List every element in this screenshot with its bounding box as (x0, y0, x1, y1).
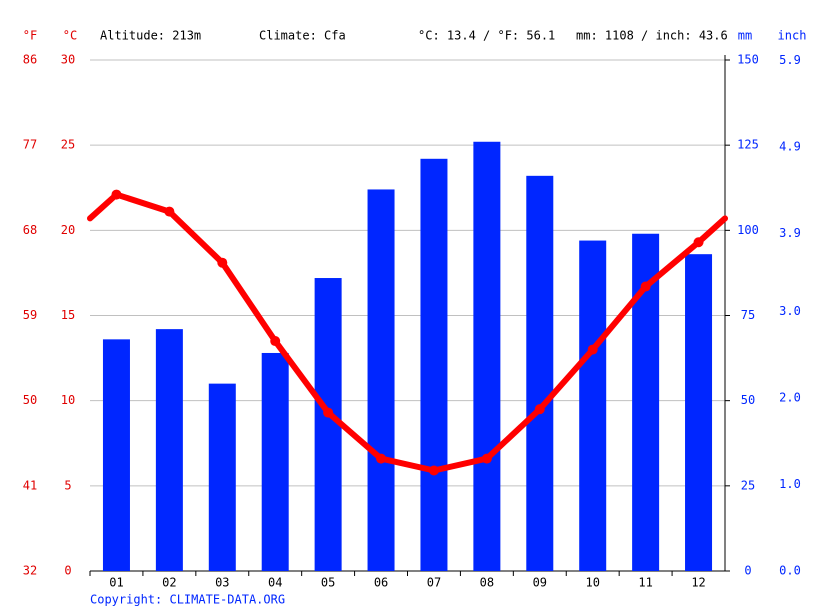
axis-unit: °C (63, 29, 77, 43)
bar (314, 278, 342, 571)
y-tick-label: 5.9 (779, 53, 801, 67)
axis-unit: mm (738, 29, 752, 43)
line-wrap (695, 215, 728, 246)
y-tick-label: 4.9 (779, 140, 801, 154)
y-tick-label: 10 (61, 393, 75, 407)
bar (208, 383, 236, 571)
bar (526, 175, 554, 571)
bar (420, 158, 448, 571)
point (217, 257, 228, 268)
copyright: Copyright: CLIMATE-DATA.ORG (90, 593, 285, 607)
point (693, 237, 704, 248)
y-tick-label: 100 (737, 223, 759, 237)
bar (473, 141, 501, 571)
line-wrap (87, 191, 120, 222)
y-tick-label: 75 (741, 308, 755, 322)
point (111, 189, 122, 200)
point (587, 344, 598, 355)
point (376, 453, 387, 464)
header-text: Altitude: 213m (100, 29, 201, 43)
header-text: mm: 1108 / inch: 43.6 (576, 29, 728, 43)
x-tick-label: 03 (215, 576, 229, 590)
bar (367, 189, 395, 571)
y-tick-label: 86 (23, 53, 37, 67)
y-tick-label: 20 (61, 223, 75, 237)
x-tick-label: 09 (533, 576, 547, 590)
y-tick-label: 3.0 (779, 304, 801, 318)
point (164, 206, 175, 217)
point (640, 281, 651, 292)
x-tick-label: 04 (268, 576, 282, 590)
y-tick-label: 0.0 (779, 564, 801, 578)
header-text: Climate: Cfa (259, 29, 346, 43)
y-tick-label: 25 (741, 478, 755, 492)
y-tick-label: 125 (737, 138, 759, 152)
y-tick-label: 150 (737, 53, 759, 67)
y-tick-label: 0 (744, 564, 751, 578)
y-tick-label: 3.9 (779, 226, 801, 240)
point (534, 404, 545, 415)
header-text: °C: 13.4 / °F: 56.1 (418, 29, 555, 43)
y-tick-label: 68 (23, 223, 37, 237)
y-tick-label: 41 (23, 478, 37, 492)
y-tick-label: 15 (61, 308, 75, 322)
x-tick-label: 11 (638, 576, 652, 590)
y-tick-label: 2.0 (779, 390, 801, 404)
axis-unit: inch (778, 29, 807, 43)
temperature-line (113, 191, 702, 474)
x-tick-label: 06 (374, 576, 388, 590)
x-tick-label: 02 (162, 576, 176, 590)
point (428, 465, 439, 476)
y-tick-label: 32 (23, 564, 37, 578)
bar (579, 240, 607, 571)
x-tick-label: 10 (585, 576, 599, 590)
y-tick-label: 50 (23, 393, 37, 407)
y-tick-label: 30 (61, 53, 75, 67)
bar (685, 254, 713, 571)
y-tick-label: 77 (23, 138, 37, 152)
x-tick-label: 12 (691, 576, 705, 590)
point (481, 453, 492, 464)
y-tick-label: 0 (64, 564, 71, 578)
bar (155, 329, 183, 571)
bar (261, 352, 289, 571)
y-tick-label: 50 (741, 393, 755, 407)
y-tick-label: 1.0 (779, 477, 801, 491)
x-tick-label: 01 (109, 576, 123, 590)
bar (102, 339, 130, 571)
x-tick-label: 08 (480, 576, 494, 590)
x-tick-label: 07 (427, 576, 441, 590)
y-tick-label: 59 (23, 308, 37, 322)
point (270, 336, 281, 347)
point (323, 407, 334, 418)
axis-unit: °F (23, 29, 37, 43)
y-tick-label: 25 (61, 138, 75, 152)
x-tick-label: 05 (321, 576, 335, 590)
y-tick-label: 5 (64, 478, 71, 492)
